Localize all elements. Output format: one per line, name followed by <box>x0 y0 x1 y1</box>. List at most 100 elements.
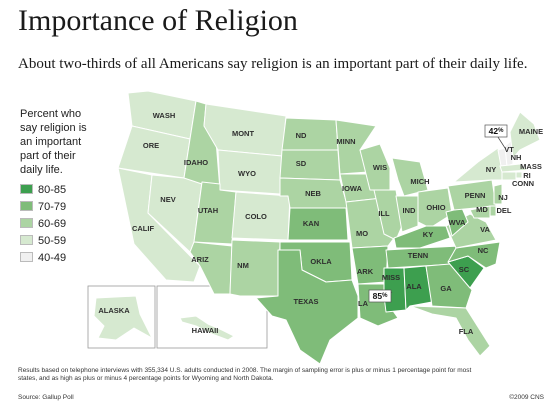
label-ore: ORE <box>143 141 159 150</box>
legend-item-40-49: 40-49 <box>20 252 66 265</box>
legend-item-70-79: 70-79 <box>20 201 66 214</box>
legend-label: 60-69 <box>38 218 67 230</box>
label-nh: NH <box>511 153 522 162</box>
label-ala: ALA <box>406 282 422 291</box>
state-ga <box>425 263 473 309</box>
callout-high-value: 85 <box>373 291 383 301</box>
state-ill <box>373 189 403 241</box>
label-colo: COLO <box>245 212 267 221</box>
label-neb: NEB <box>305 189 321 198</box>
state-fla <box>409 305 491 357</box>
legend-label: 80-85 <box>38 184 67 196</box>
label-ill: ILL <box>378 209 390 218</box>
label-miss: MISS <box>382 273 400 282</box>
label-hawaii: HAWAII <box>192 326 219 335</box>
state-ny <box>453 147 505 183</box>
state-ala <box>403 265 433 311</box>
label-vt: VT <box>504 145 514 154</box>
label-nev: NEV <box>160 195 175 204</box>
state-kan <box>287 207 349 241</box>
label-minn: MINN <box>336 137 355 146</box>
label-nm: NM <box>237 261 249 270</box>
state-texas <box>255 249 359 365</box>
state-conn <box>501 171 517 181</box>
copyright: ©2009 CNS <box>509 394 544 401</box>
label-wyo: WYO <box>238 169 256 178</box>
label-fla: FLA <box>459 327 474 336</box>
label-ariz: ARIZ <box>191 255 209 264</box>
legend-swatch <box>20 252 33 262</box>
legend-label: 50-59 <box>38 235 67 247</box>
map-title: Importance of Religion <box>18 4 298 37</box>
legend-swatch <box>20 235 33 245</box>
label-maine: MAINE <box>519 127 543 136</box>
label-ohio: OHIO <box>426 203 445 212</box>
label-del: DEL <box>497 206 512 215</box>
label-mo: MO <box>356 229 368 238</box>
label-okla: OKLA <box>310 257 332 266</box>
legend-title: Percent who say religion is an important… <box>20 108 87 176</box>
callout-low-value: 42 <box>489 126 499 136</box>
label-md: MD <box>476 205 488 214</box>
label-nj: NJ <box>498 193 508 202</box>
footnote: Results based on telephone interviews wi… <box>18 367 472 382</box>
label-conn: CONN <box>512 179 534 188</box>
state-hawaii <box>179 315 235 341</box>
state-ky <box>393 225 451 249</box>
label-ind: IND <box>403 206 417 215</box>
state-sd <box>279 149 341 181</box>
state-del <box>489 205 497 217</box>
label-va: VA <box>480 225 490 234</box>
label-texas: TEXAS <box>293 297 318 306</box>
label-ga: GA <box>440 284 452 293</box>
label-nd: ND <box>296 131 307 140</box>
callout-low-text: 42% <box>489 126 504 136</box>
label-calif: CALIF <box>132 224 154 233</box>
legend-swatch <box>20 184 33 194</box>
state-nd <box>281 117 339 151</box>
callout-low-unit: % <box>498 128 504 134</box>
label-wis: WIS <box>373 163 387 172</box>
state-ohio <box>417 187 453 229</box>
label-ky: KY <box>423 230 433 239</box>
state-nh <box>504 139 514 167</box>
label-mont: MONT <box>232 129 254 138</box>
legend-item-50-59: 50-59 <box>20 235 66 248</box>
state-ind <box>395 195 419 233</box>
state-maine <box>509 111 541 159</box>
callout-high-box <box>368 289 392 303</box>
label-wash: WASH <box>153 111 176 120</box>
callout-high-unit: % <box>382 293 388 299</box>
label-wva: WVA <box>449 218 467 227</box>
label-mich: MICH <box>410 177 429 186</box>
label-mass: MASS <box>520 162 542 171</box>
label-la: LA <box>358 299 369 308</box>
legend-item-80-85: 80-85 <box>20 184 66 197</box>
state-mass <box>499 163 529 173</box>
legend-swatch <box>20 201 33 211</box>
state-nm <box>229 239 281 297</box>
state-nj <box>493 183 503 205</box>
label-kan: KAN <box>303 219 319 228</box>
label-nc: NC <box>478 246 489 255</box>
state-ri <box>515 171 523 179</box>
state-mich <box>391 157 429 197</box>
label-ny: NY <box>486 165 496 174</box>
label-ark: ARK <box>357 267 374 276</box>
legend-label: 40-49 <box>38 252 67 264</box>
state-wis <box>359 143 391 191</box>
label-iowa: IOWA <box>342 184 363 193</box>
state-md <box>469 205 491 219</box>
label-idaho: IDAHO <box>184 158 208 167</box>
map-subtitle: About two-thirds of all Americans say re… <box>18 56 528 72</box>
callout-low-box <box>484 124 508 138</box>
state-alaska <box>93 295 153 341</box>
label-sc: SC <box>459 265 470 274</box>
label-tenn: TENN <box>408 251 428 260</box>
label-ri: RI <box>523 171 531 180</box>
callout-high-text: 85% <box>373 291 388 301</box>
label-penn: PENN <box>465 191 486 200</box>
legend-swatch <box>20 218 33 228</box>
legend-item-60-69: 60-69 <box>20 218 66 231</box>
